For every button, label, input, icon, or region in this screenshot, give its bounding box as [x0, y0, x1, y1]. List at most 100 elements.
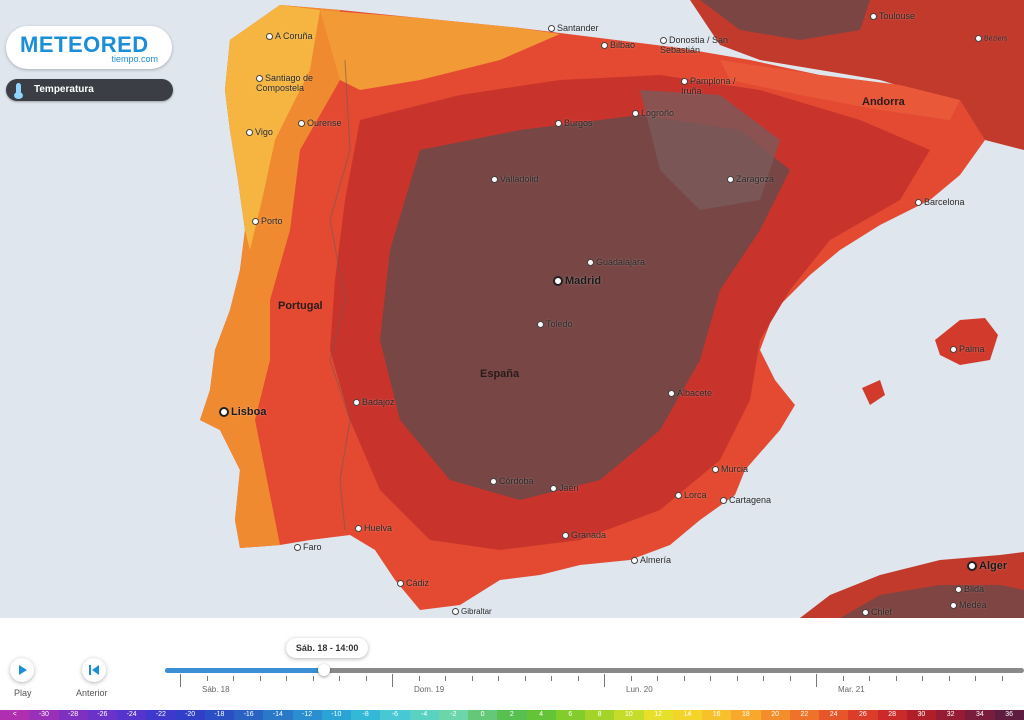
legend-cell: -26: [87, 710, 117, 720]
layer-selector-button[interactable]: Temperatura: [6, 79, 173, 101]
city-label: Guadalajara: [596, 257, 646, 267]
city-marker[interactable]: Blida: [955, 584, 984, 594]
city-marker[interactable]: Cartagena: [720, 495, 771, 505]
city-marker[interactable]: Lisboa: [219, 406, 266, 418]
timeline-tick: [418, 676, 420, 681]
timeline-panel: Play Anterior Sáb. 18 - 14:00 Sáb. 18 Dom…: [0, 618, 1024, 710]
current-time-bubble: Sáb. 18 - 14:00: [285, 638, 369, 658]
city-marker[interactable]: Chlef: [862, 607, 892, 617]
city-marker[interactable]: Albacete: [668, 388, 712, 398]
city-label: Lorca: [684, 490, 707, 500]
city-dot: [452, 608, 459, 616]
timeline-tick: [312, 676, 314, 681]
legend-cell: 0: [468, 710, 498, 720]
city-marker[interactable]: Vigo: [246, 127, 273, 137]
city-marker[interactable]: Granada: [562, 530, 606, 540]
city-marker[interactable]: Jaén: [550, 483, 579, 493]
city-dot: [967, 561, 977, 572]
city-marker[interactable]: Palma: [950, 344, 985, 354]
city-label: Alger: [979, 560, 1008, 572]
legend-cell: 28: [877, 710, 907, 720]
city-marker[interactable]: Santiago de Compostela: [256, 73, 326, 93]
city-label: Jaén: [559, 483, 579, 493]
timeline-tick: [392, 674, 393, 687]
legend-cell: 36: [994, 710, 1024, 720]
city-marker[interactable]: Lorca: [675, 490, 707, 500]
city-label: Logroño: [641, 108, 675, 118]
city-label: Faro: [303, 542, 322, 552]
city-marker[interactable]: Almería: [631, 555, 671, 565]
city-marker[interactable]: Toledo: [537, 319, 573, 329]
city-marker[interactable]: Gibraltar: [452, 607, 492, 616]
previous-button[interactable]: [82, 658, 106, 682]
city-marker[interactable]: Béziers: [975, 35, 1007, 42]
timeline-tick: [445, 676, 446, 681]
city-marker[interactable]: Valladolid: [491, 174, 538, 184]
legend-cell: <: [0, 710, 30, 720]
timeline-slider[interactable]: [165, 664, 1024, 676]
cantabrian-warm: [320, 10, 560, 90]
city-marker[interactable]: A Coruña: [266, 31, 313, 41]
mallorca: [935, 318, 998, 365]
day-label: Mar. 21: [838, 685, 865, 694]
timeline-tick: [286, 676, 287, 681]
city-dot: [548, 25, 555, 33]
city-dot: [632, 110, 639, 118]
city-dot: [537, 321, 544, 329]
timeline-tick: [365, 676, 367, 681]
city-marker[interactable]: Alger: [967, 560, 1007, 572]
city-marker[interactable]: Madrid: [553, 275, 601, 287]
city-marker[interactable]: Porto: [252, 216, 283, 226]
thermometer-icon: [14, 83, 23, 99]
legend-cell: 26: [848, 710, 878, 720]
france-area: [690, 0, 1024, 150]
temperature-legend: < -30 -28 -26 -24 -22 -20 -18 -16 -14 -12 -10 -8 -6 -4…: [0, 710, 1024, 720]
play-button[interactable]: [10, 658, 34, 682]
timeline-tick: [524, 676, 526, 681]
city-marker[interactable]: Santander: [548, 23, 599, 33]
city-marker[interactable]: Donostia / San Sebastián: [660, 35, 730, 55]
city-dot: [681, 78, 688, 86]
city-marker[interactable]: Murcia: [712, 464, 748, 474]
timeline-tick: [922, 676, 923, 681]
city-marker[interactable]: Médéa: [950, 600, 987, 610]
city-marker[interactable]: Pamplona / Iruña: [681, 76, 741, 96]
temperature-map[interactable]: METEORED tiempo.com Temperatura Portugal…: [0, 0, 1024, 618]
timeline-handle[interactable]: [317, 664, 330, 676]
city-label: Lisboa: [231, 406, 267, 418]
meteored-logo[interactable]: METEORED tiempo.com: [6, 26, 172, 69]
timeline-tick: [471, 676, 473, 681]
city-dot: [550, 485, 557, 493]
city-marker[interactable]: Faro: [294, 542, 322, 552]
city-marker[interactable]: Barcelona: [915, 197, 965, 207]
city-marker[interactable]: Logroño: [632, 108, 674, 118]
city-dot: [298, 120, 305, 128]
city-marker[interactable]: Guadalajara: [587, 257, 645, 267]
skip-back-icon: [89, 665, 99, 675]
timeline-tick: [577, 676, 579, 681]
city-marker[interactable]: Burgos: [555, 118, 593, 128]
city-marker[interactable]: Cádiz: [397, 578, 429, 588]
ebro-valley: [640, 90, 780, 210]
city-dot: [355, 525, 362, 533]
legend-cell: 12: [643, 710, 673, 720]
city-marker[interactable]: Córdoba: [490, 476, 534, 486]
city-label: Cartagena: [729, 495, 772, 505]
city-marker[interactable]: Badajoz: [353, 397, 395, 407]
map-canvas[interactable]: [0, 0, 1024, 618]
city-marker[interactable]: Ourense: [298, 118, 342, 128]
city-marker[interactable]: Zaragoza: [727, 174, 774, 184]
legend-cell: 30: [906, 710, 936, 720]
city-marker[interactable]: Huelva: [355, 523, 392, 533]
city-marker[interactable]: Toulouse: [870, 11, 915, 21]
city-label: Ourense: [307, 118, 342, 128]
timeline-tick: [948, 676, 950, 681]
timeline-tick: [895, 676, 897, 681]
city-marker[interactable]: Bilbao: [601, 40, 635, 50]
layer-label: Temperatura: [34, 84, 94, 95]
city-dot: [950, 346, 957, 354]
north-africa-hot: [840, 585, 1024, 618]
city-dot: [555, 120, 562, 128]
legend-cell: 2: [497, 710, 527, 720]
city-label: Zaragoza: [736, 174, 775, 184]
